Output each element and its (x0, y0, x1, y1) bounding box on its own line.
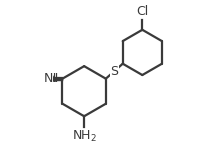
Text: N: N (43, 72, 53, 85)
Text: S: S (110, 65, 118, 78)
Text: Cl: Cl (136, 5, 149, 18)
Text: NH$_2$: NH$_2$ (72, 129, 97, 144)
Text: N: N (49, 72, 58, 85)
Text: N: N (47, 72, 56, 85)
